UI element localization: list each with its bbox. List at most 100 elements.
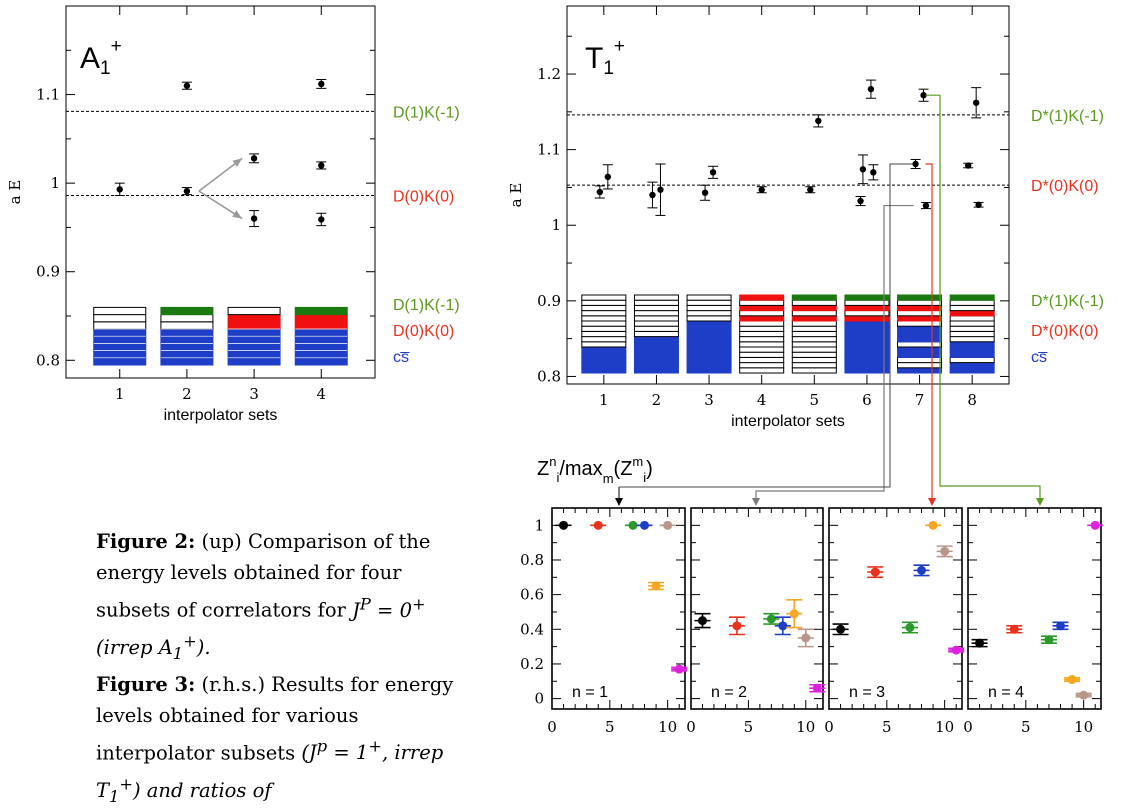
operator-row — [93, 357, 147, 366]
operator-row — [739, 320, 785, 327]
operator-row — [897, 320, 943, 327]
point-marker — [766, 614, 776, 624]
x-tick-label: 2 — [652, 391, 662, 409]
operator-row — [791, 304, 837, 312]
overlap-panel-label: n = 3 — [849, 684, 885, 701]
x-tick-label: 0 — [963, 718, 973, 736]
panel-label-sup: + — [614, 36, 625, 57]
data-point — [700, 184, 711, 201]
y-tick-label: 0.6 — [520, 586, 544, 604]
operator-row — [686, 315, 732, 322]
point-marker — [975, 201, 982, 209]
operator-row — [633, 341, 679, 348]
operator-row — [897, 362, 943, 369]
operator-row — [93, 306, 147, 316]
operator-stack — [791, 294, 837, 374]
operator-row — [633, 336, 679, 343]
operator-row — [739, 346, 785, 353]
operator-row — [739, 367, 785, 374]
operator-row — [844, 325, 890, 332]
operator-row — [791, 367, 837, 374]
operator-row — [633, 310, 679, 317]
point-marker — [657, 186, 664, 193]
data-point — [865, 79, 876, 99]
operator-row — [581, 310, 627, 317]
operator-row — [844, 320, 890, 327]
overlap-point — [1040, 635, 1057, 645]
x-tick-label: 3 — [704, 391, 714, 409]
overlap-point — [786, 599, 803, 629]
x-axis-label: interpolator sets — [164, 407, 278, 424]
x-tick-label: 0 — [824, 718, 834, 736]
point-marker — [1056, 621, 1066, 631]
operator-row — [949, 299, 995, 306]
data-point — [918, 88, 929, 102]
operator-stack — [581, 294, 627, 374]
operator-row — [791, 336, 837, 343]
point-marker — [1044, 635, 1054, 645]
point-marker — [917, 565, 927, 575]
operator-row — [844, 346, 890, 353]
operator-row — [227, 357, 281, 366]
operator-row — [633, 346, 679, 353]
x-tick-label: 5 — [1021, 718, 1031, 736]
overlap-frame — [967, 507, 1102, 710]
operator-row — [844, 304, 890, 312]
operator-stack — [686, 294, 732, 374]
overlap-point — [648, 581, 665, 591]
point-marker — [801, 633, 811, 643]
operator-row — [739, 325, 785, 332]
point-marker — [649, 191, 656, 199]
overlap-title-part: ) — [646, 458, 653, 480]
panel-label: A1+ — [80, 36, 122, 79]
overlap-point — [925, 520, 942, 530]
y-tick-label: 1 — [551, 216, 561, 234]
x-tick-label: 10 — [658, 718, 677, 736]
point-marker — [867, 85, 875, 93]
operator-row — [294, 350, 348, 359]
operator-row — [294, 306, 348, 316]
operator-row — [739, 315, 785, 322]
connector-arrows — [615, 94, 1044, 506]
operator-row — [227, 328, 281, 337]
operator-row — [791, 325, 837, 332]
data-point — [655, 163, 666, 216]
operator-row — [686, 341, 732, 348]
plot-frame — [566, 5, 1010, 385]
point-marker — [758, 186, 765, 193]
connector-n3-line — [925, 163, 933, 500]
point-marker — [732, 621, 742, 631]
operator-stack — [949, 294, 995, 374]
overlap-point — [636, 520, 653, 530]
x-tick-label: 8 — [967, 391, 977, 409]
y-tick-label: 0.2 — [520, 655, 544, 673]
point-marker — [920, 92, 927, 99]
overlap-title-part: m — [632, 454, 643, 469]
overlap-title-part: /max — [559, 458, 602, 480]
operator-row — [897, 294, 943, 301]
operator-row — [897, 310, 943, 317]
overlap-title-part: (Z — [614, 458, 633, 480]
operator-row — [791, 315, 837, 322]
overlap-point — [728, 616, 745, 636]
y-tick-label: 0.8 — [36, 351, 60, 369]
threshold-label: D*(1)K(-1) — [1031, 108, 1104, 125]
stack-legend-label: D(1)K(-1) — [393, 297, 460, 314]
overlap-title-part: m — [603, 471, 614, 486]
point-marker — [674, 664, 684, 674]
data-point — [181, 81, 192, 90]
data-point — [316, 79, 327, 89]
overlap-panel-label: n = 4 — [988, 684, 1024, 701]
operator-row — [844, 351, 890, 358]
operator-row — [791, 341, 837, 348]
operator-row — [93, 342, 147, 352]
operator-row — [227, 342, 281, 352]
data-point — [647, 181, 658, 209]
operator-row — [949, 310, 995, 317]
overlap-point — [1006, 624, 1023, 634]
operator-row — [897, 330, 943, 338]
operator-row — [581, 294, 627, 301]
point-marker — [250, 215, 258, 222]
x-tick-label: 4 — [757, 391, 767, 409]
overlap-point — [913, 564, 930, 577]
